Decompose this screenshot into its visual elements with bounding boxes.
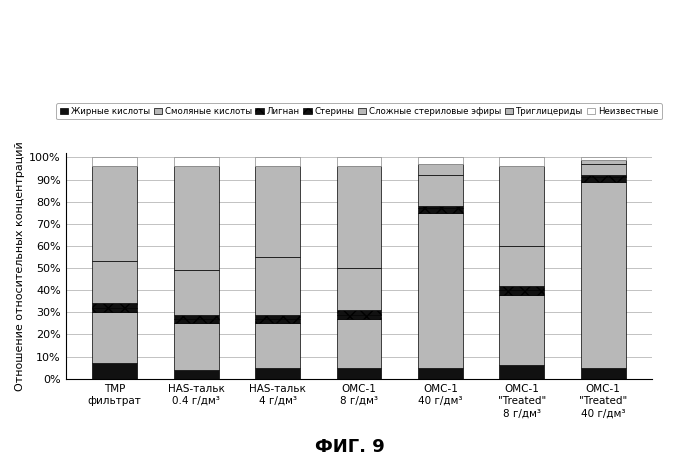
Bar (418, 175, 463, 206)
Bar (174, 270, 219, 314)
Bar (418, 208, 463, 213)
Bar (499, 158, 545, 166)
Bar (255, 314, 300, 319)
Bar (92, 303, 137, 308)
Bar (418, 158, 463, 164)
Bar (337, 166, 382, 268)
Bar (174, 158, 219, 166)
Bar (418, 213, 463, 367)
Bar (255, 166, 300, 257)
Legend: Жирные кислоты, Смоляные кислоты, Лигнан, Стерины, Сложные стериловые эфиры, Три: Жирные кислоты, Смоляные кислоты, Лигнан… (57, 103, 661, 119)
Bar (418, 206, 463, 208)
Bar (581, 177, 626, 182)
Bar (337, 310, 382, 314)
Bar (255, 367, 300, 378)
Bar (418, 367, 463, 378)
Bar (255, 257, 300, 314)
Bar (581, 182, 626, 367)
Bar (499, 290, 545, 295)
Bar (581, 164, 626, 175)
Bar (255, 158, 300, 166)
Bar (337, 314, 382, 319)
Bar (581, 175, 626, 177)
Bar (337, 319, 382, 367)
Bar (92, 261, 137, 303)
Bar (499, 295, 545, 366)
Bar (92, 312, 137, 363)
Bar (581, 367, 626, 378)
Bar (499, 166, 545, 246)
Bar (499, 286, 545, 290)
Bar (92, 308, 137, 312)
Bar (337, 268, 382, 310)
Bar (255, 319, 300, 323)
Text: ФИГ. 9: ФИГ. 9 (315, 438, 384, 456)
Bar (174, 370, 219, 378)
Bar (499, 246, 545, 286)
Bar (581, 160, 626, 164)
Bar (174, 319, 219, 323)
Bar (174, 166, 219, 270)
Bar (499, 366, 545, 378)
Y-axis label: Отношение относительных концентраций: Отношение относительных концентраций (15, 141, 25, 391)
Bar (337, 158, 382, 166)
Bar (255, 323, 300, 367)
Bar (92, 363, 137, 378)
Bar (92, 166, 137, 261)
Bar (174, 314, 219, 319)
Bar (581, 158, 626, 160)
Bar (92, 158, 137, 166)
Bar (337, 367, 382, 378)
Bar (418, 164, 463, 175)
Bar (174, 323, 219, 370)
